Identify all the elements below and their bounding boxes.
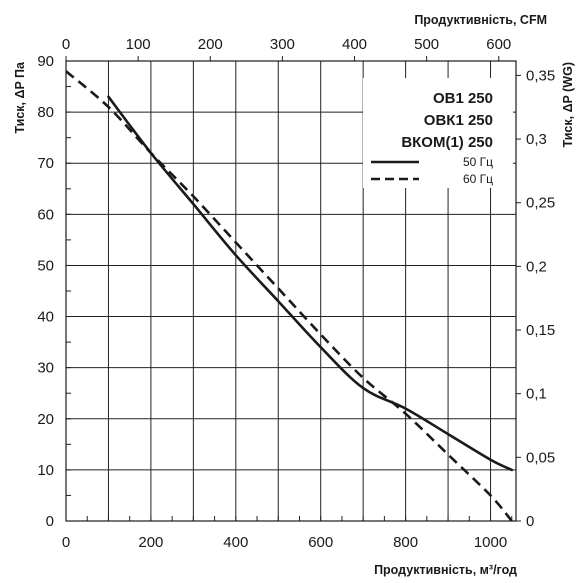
left-tick-label: 60 bbox=[37, 206, 54, 223]
legend-title-2: ОВК1 250 bbox=[424, 112, 493, 129]
left-tick-label: 50 bbox=[37, 257, 54, 274]
right-tick-label: 0,1 bbox=[526, 386, 547, 403]
right-y-axis-title: Тиск, ΔP (WG) bbox=[561, 62, 575, 147]
left-tick-label: 80 bbox=[37, 104, 54, 121]
left-tick-label: 0 bbox=[46, 513, 54, 530]
bottom-tick-label: 800 bbox=[393, 534, 418, 551]
left-tick-label: 40 bbox=[37, 309, 54, 326]
legend-label-60hz: 60 Гц bbox=[463, 172, 493, 186]
legend-label-50hz: 50 Гц bbox=[463, 155, 493, 169]
bottom-tick-label: 200 bbox=[138, 534, 163, 551]
left-y-axis-ticks: 0 10 20 30 40 50 60 70 80 90 bbox=[37, 53, 54, 530]
right-y-axis-ticks: 0 0,05 0,1 0,15 0,2 0,25 0,3 0,35 bbox=[516, 67, 555, 530]
top-tick-label: 400 bbox=[342, 36, 367, 53]
series-50hz-line bbox=[107, 95, 514, 472]
bottom-tick-label: 1000 bbox=[474, 534, 507, 551]
top-x-axis-ticks: 0 100 200 300 400 500 600 bbox=[62, 36, 511, 61]
bottom-x-axis-ticks: 0 200 400 600 800 1000 bbox=[62, 534, 507, 551]
right-tick-label: 0 bbox=[526, 513, 534, 530]
left-tick-label: 30 bbox=[37, 360, 54, 377]
right-tick-label: 0,35 bbox=[526, 67, 555, 84]
top-x-axis-title: Продуктивність, CFM bbox=[414, 13, 547, 27]
top-tick-label: 300 bbox=[270, 36, 295, 53]
legend-title-3: ВКОМ(1) 250 bbox=[401, 134, 493, 151]
top-tick-label: 200 bbox=[198, 36, 223, 53]
right-tick-label: 0,2 bbox=[526, 258, 547, 275]
right-tick-label: 0,3 bbox=[526, 131, 547, 148]
legend: ОВ1 250 ОВК1 250 ВКОМ(1) 250 50 Гц 60 Гц bbox=[363, 78, 513, 188]
bottom-tick-label: 600 bbox=[308, 534, 333, 551]
series-60hz-line bbox=[65, 70, 513, 522]
right-tick-label: 0,25 bbox=[526, 195, 555, 212]
top-tick-label: 600 bbox=[486, 36, 511, 53]
left-tick-label: 10 bbox=[37, 462, 54, 479]
legend-box bbox=[363, 78, 513, 188]
top-tick-label: 500 bbox=[414, 36, 439, 53]
plot-frame bbox=[65, 60, 517, 522]
top-tick-label: 0 bbox=[62, 36, 70, 53]
legend-title-1: ОВ1 250 bbox=[433, 90, 493, 107]
bottom-tick-label: 0 bbox=[62, 534, 70, 551]
top-tick-label: 100 bbox=[126, 36, 151, 53]
right-tick-label: 0,15 bbox=[526, 322, 555, 339]
bottom-tick-label: 400 bbox=[223, 534, 248, 551]
left-tick-label: 70 bbox=[37, 155, 54, 172]
right-tick-label: 0,05 bbox=[526, 449, 555, 466]
left-y-axis-title: Тиск, ΔP Па bbox=[13, 61, 27, 134]
left-tick-label: 90 bbox=[37, 53, 54, 70]
series-lines bbox=[65, 70, 514, 522]
left-tick-label: 20 bbox=[37, 411, 54, 428]
bottom-x-axis-title: Продуктивність, м³/год bbox=[374, 563, 517, 577]
